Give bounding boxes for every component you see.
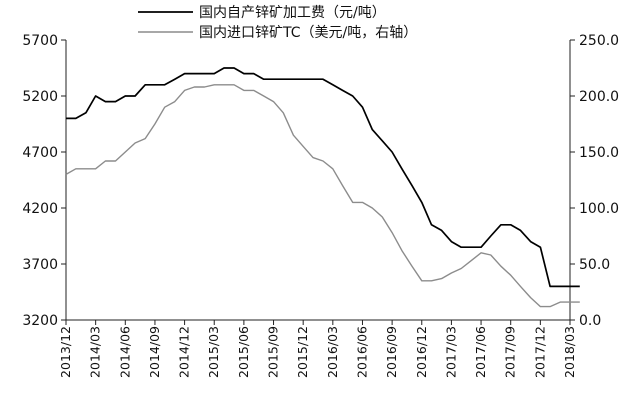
series-lines xyxy=(65,67,580,308)
legend: 国内自产锌矿加工费（元/吨） 国内进口锌矿TC（美元/吨，右轴） xyxy=(138,5,417,41)
x-tick-label: 2015/12 xyxy=(295,326,310,378)
right-tick-label: 100.0 xyxy=(579,201,619,217)
axes: 5700 5200 4700 4200 3700 3200 250.0 200.0 150.0 1… xyxy=(22,33,619,378)
x-tick-label: 2014/12 xyxy=(177,326,192,378)
x-tick-label: 2016/03 xyxy=(325,326,340,378)
x-tick-label: 2017/06 xyxy=(473,326,488,378)
x-tick-label: 2017/09 xyxy=(503,326,518,378)
left-tick-label: 5200 xyxy=(22,89,58,105)
left-tick-label: 3200 xyxy=(22,313,58,329)
x-tick-label: 2013/12 xyxy=(58,326,73,378)
x-tick-label: 2018/03 xyxy=(562,326,577,378)
x-tick-label: 2014/06 xyxy=(117,326,132,378)
x-tick-label: 2014/09 xyxy=(147,326,162,378)
x-tick-label: 2017/03 xyxy=(443,326,458,378)
right-tick-label: 50.0 xyxy=(579,257,610,273)
x-tick-label: 2015/09 xyxy=(266,326,281,378)
left-tick-label: 3700 xyxy=(22,257,58,273)
legend-label: 国内自产锌矿加工费（元/吨） xyxy=(199,5,386,21)
legend-label: 国内进口锌矿TC（美元/吨，右轴） xyxy=(199,25,417,41)
right-tick-label: 200.0 xyxy=(579,89,619,105)
right-tick-label: 0.0 xyxy=(579,313,601,329)
left-tick-label: 4700 xyxy=(22,145,58,161)
right-tick-label: 150.0 xyxy=(579,145,619,161)
series-line-domestic-tc xyxy=(66,67,580,288)
x-tick-label: 2014/03 xyxy=(88,326,103,378)
x-tick-label: 2016/12 xyxy=(414,326,429,378)
series-line-import-tc xyxy=(65,84,580,308)
x-tick-label: 2015/03 xyxy=(206,326,221,378)
x-tick-label: 2016/09 xyxy=(384,326,399,378)
x-tick-label: 2017/12 xyxy=(532,326,547,378)
left-tick-label: 5700 xyxy=(22,33,58,49)
x-tick-label: 2015/06 xyxy=(236,326,251,378)
x-tick-label: 2016/06 xyxy=(354,326,369,378)
left-tick-label: 4200 xyxy=(22,201,58,217)
right-tick-label: 250.0 xyxy=(579,33,619,49)
